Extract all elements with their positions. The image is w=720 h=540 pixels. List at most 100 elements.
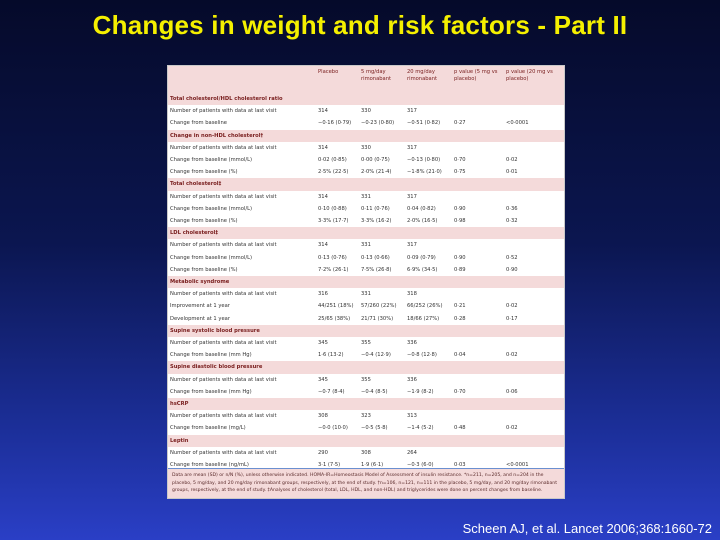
table-cell: Change from baseline (mmol/L)	[170, 254, 253, 261]
table-cell: Number of patients with data at last vis…	[170, 108, 277, 115]
table-cell: 0·01	[506, 169, 518, 176]
table-cell	[452, 288, 504, 300]
column-header: p value (20 mg vs placebo)	[504, 66, 564, 93]
table-cell: 0·00 (0·75)	[361, 157, 390, 164]
table-cell	[316, 276, 359, 289]
table-cell: 355	[361, 340, 371, 347]
column-header	[168, 66, 316, 93]
table-row: Change from baseline (mmol/L) 0·10 (0·88)…	[168, 203, 564, 215]
table-cell: 0·10 (0·88)	[318, 205, 347, 212]
table-cell	[504, 324, 564, 338]
table-cell: 0·03	[454, 462, 466, 469]
table-cell	[504, 129, 564, 142]
table-cell	[405, 361, 452, 374]
table-cell	[359, 361, 405, 374]
results-table: Placebo 5 mg/day rimonabant 20 mg/day ri…	[168, 66, 564, 471]
table-cell: 0·90	[506, 266, 518, 273]
table-cell: Number of patients with data at last vis…	[170, 340, 277, 347]
table-cell: −0·4 (12·9)	[361, 352, 391, 359]
table-cell	[452, 361, 504, 374]
table-cell: 0·98	[454, 218, 466, 225]
table-cell: <0·0001	[506, 462, 529, 469]
table-cell: 44/251 (18%)	[318, 303, 354, 310]
table-cell: 25/65 (38%)	[318, 315, 351, 322]
table-cell: 0·27	[454, 120, 466, 127]
table-cell	[452, 239, 504, 251]
table-cell	[452, 93, 504, 106]
table-cell: 331	[361, 193, 371, 200]
table-cell	[359, 129, 405, 142]
table-cell	[452, 324, 504, 338]
table-row: Change from baseline (mm Hg) 1·6 (13·2) −0…	[168, 349, 564, 361]
table-cell: −0·4 (8·5)	[361, 388, 388, 395]
table-cell: 355	[361, 376, 371, 383]
table-cell: 0·32	[506, 218, 518, 225]
table-cell: Number of patients with data at last vis…	[170, 413, 277, 420]
table-row: Change from baseline (mm Hg) −0·7 (8·4) −0…	[168, 386, 564, 398]
table-cell: 0·75	[454, 169, 466, 176]
table-cell	[405, 276, 452, 289]
table-row: Change from baseline (ng/mL) 3·1 (7·5) 1·9…	[168, 459, 564, 471]
table-cell	[405, 227, 452, 240]
citation: Scheen AJ, et al. Lancet 2006;368:1660-7…	[462, 521, 712, 536]
table-cell: hsCRP	[168, 398, 316, 411]
table-cell	[452, 142, 504, 154]
table-cell: 0·06	[506, 388, 518, 395]
table-cell: Change from baseline (%)	[170, 218, 238, 225]
table-cell: 6·9% (34·5)	[407, 266, 438, 273]
table-cell	[452, 129, 504, 142]
table-section-row: Total cholesterol/HDL cholesterol ratio	[168, 93, 564, 106]
table-cell	[504, 434, 564, 447]
table-cell: 0·48	[454, 425, 466, 432]
table-cell: Change from baseline (mm Hg)	[170, 388, 252, 395]
table-cell: 308	[361, 449, 371, 456]
table-row: Number of patients with data at last vis…	[168, 142, 564, 154]
table-cell: 7·5% (26·8)	[361, 266, 392, 273]
results-table-panel: Placebo 5 mg/day rimonabant 20 mg/day ri…	[167, 65, 565, 499]
table-cell: 313	[407, 413, 417, 420]
table-row: Improvement at 1 year 44/251 (18%) 57/260 …	[168, 300, 564, 312]
table-cell: 345	[318, 340, 328, 347]
table-cell: 0·17	[506, 315, 518, 322]
table-cell	[359, 398, 405, 411]
table-row: Number of patients with data at last vis…	[168, 288, 564, 300]
table-row: Number of patients with data at last vis…	[168, 191, 564, 203]
table-cell: 345	[318, 376, 328, 383]
table-cell: 3·3% (16·2)	[361, 218, 392, 225]
table-cell: LDL cholesterol‡	[168, 227, 316, 240]
table-cell: 1·6 (13·2)	[318, 352, 344, 359]
table-cell: 316	[318, 291, 328, 298]
table-cell	[359, 434, 405, 447]
table-cell: 318	[407, 291, 417, 298]
table-cell: Change from baseline (mmol/L)	[170, 157, 253, 164]
table-cell: 0·04 (0·82)	[407, 205, 436, 212]
column-header: 5 mg/day rimonabant	[359, 66, 405, 93]
slide-title: Changes in weight and risk factors - Par…	[92, 10, 628, 40]
table-cell	[504, 374, 564, 386]
table-cell: Metabolic syndrome	[168, 276, 316, 289]
table-cell: 323	[361, 413, 371, 420]
table-cell: 0·02 (0·85)	[318, 157, 347, 164]
table-cell: 0·21	[454, 303, 466, 310]
table-cell: 330	[361, 108, 371, 115]
table-cell: 314	[318, 193, 328, 200]
table-row: Change from baseline (mmol/L) 0·13 (0·76)…	[168, 252, 564, 264]
table-cell: Number of patients with data at last vis…	[170, 376, 277, 383]
table-section-row: LDL cholesterol‡	[168, 227, 564, 240]
table-cell: 336	[407, 376, 417, 383]
table-cell: Number of patients with data at last vis…	[170, 242, 277, 249]
table-cell: 7·2% (26·1)	[318, 266, 349, 273]
table-body: Total cholesterol/HDL cholesterol ratio N…	[168, 93, 564, 471]
table-cell: 0·02	[506, 303, 518, 310]
table-cell: Change in non-HDL cholesterol†	[168, 129, 316, 142]
table-cell: Leptin	[168, 434, 316, 447]
table-section-row: Supine diastolic blood pressure	[168, 361, 564, 374]
table-section-row: Leptin	[168, 434, 564, 447]
table-row: Change from baseline (%) 7·2% (26·1) 7·5% …	[168, 264, 564, 276]
table-section-row: Total cholesterol‡	[168, 178, 564, 191]
table-cell: Supine diastolic blood pressure	[168, 361, 316, 374]
table-cell	[504, 361, 564, 374]
table-cell	[452, 410, 504, 422]
table-cell: Total cholesterol‡	[168, 178, 316, 191]
table-cell: 330	[361, 144, 371, 151]
